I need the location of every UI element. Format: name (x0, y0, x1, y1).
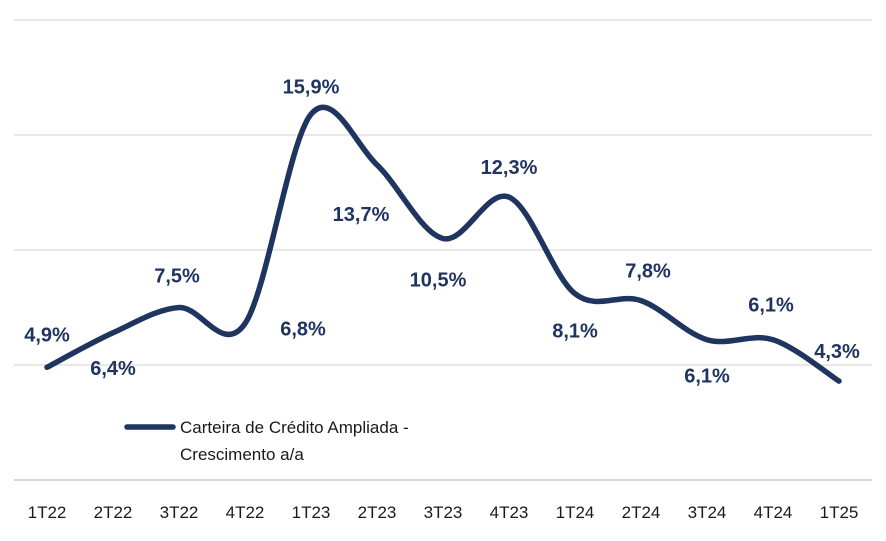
x-tick-label: 1T24 (556, 503, 595, 522)
x-tick-label: 4T22 (226, 503, 265, 522)
x-tick-label: 3T24 (688, 503, 727, 522)
gridlines (14, 19, 872, 481)
data-label: 6,1% (684, 366, 730, 388)
x-tick-label: 3T23 (424, 503, 463, 522)
series-line (44, 104, 842, 384)
x-tick-label: 1T23 (292, 503, 331, 522)
data-label: 7,5% (154, 266, 200, 288)
legend: Carteira de Crédito Ampliada - Crescimen… (124, 418, 409, 464)
x-tick-label: 4T23 (490, 503, 529, 522)
x-tick-label: 1T25 (820, 503, 859, 522)
data-label: 4,9% (24, 324, 70, 346)
x-tick-label: 2T24 (622, 503, 661, 522)
data-label: 8,1% (552, 321, 598, 343)
data-label: 10,5% (410, 270, 467, 292)
data-label: 12,3% (481, 157, 538, 179)
legend-label-line-1: Carteira de Crédito Ampliada - (180, 418, 409, 437)
x-tick-label: 1T22 (28, 503, 67, 522)
x-tick-label: 4T24 (754, 503, 793, 522)
data-label: 15,9% (283, 76, 340, 98)
data-label: 6,8% (280, 319, 326, 341)
data-labels: 4,9% 6,4% 7,5% 6,8% 15,9% 13,7% 10,5% 12,3% 8,1%… (24, 76, 860, 387)
x-tick-label: 2T22 (94, 503, 133, 522)
x-tick-label: 3T22 (160, 503, 199, 522)
legend-label-line-2: Crescimento a/a (180, 445, 304, 464)
x-tick-label: 2T23 (358, 503, 397, 522)
data-label: 6,4% (90, 358, 136, 380)
x-axis: 1T22 2T22 3T22 4T22 1T23 2T23 3T23 4T23 1T24 2T24… (28, 503, 859, 522)
data-label: 6,1% (748, 295, 794, 317)
data-label: 4,3% (814, 341, 860, 363)
data-label: 7,8% (625, 261, 671, 283)
data-label: 13,7% (333, 204, 390, 226)
